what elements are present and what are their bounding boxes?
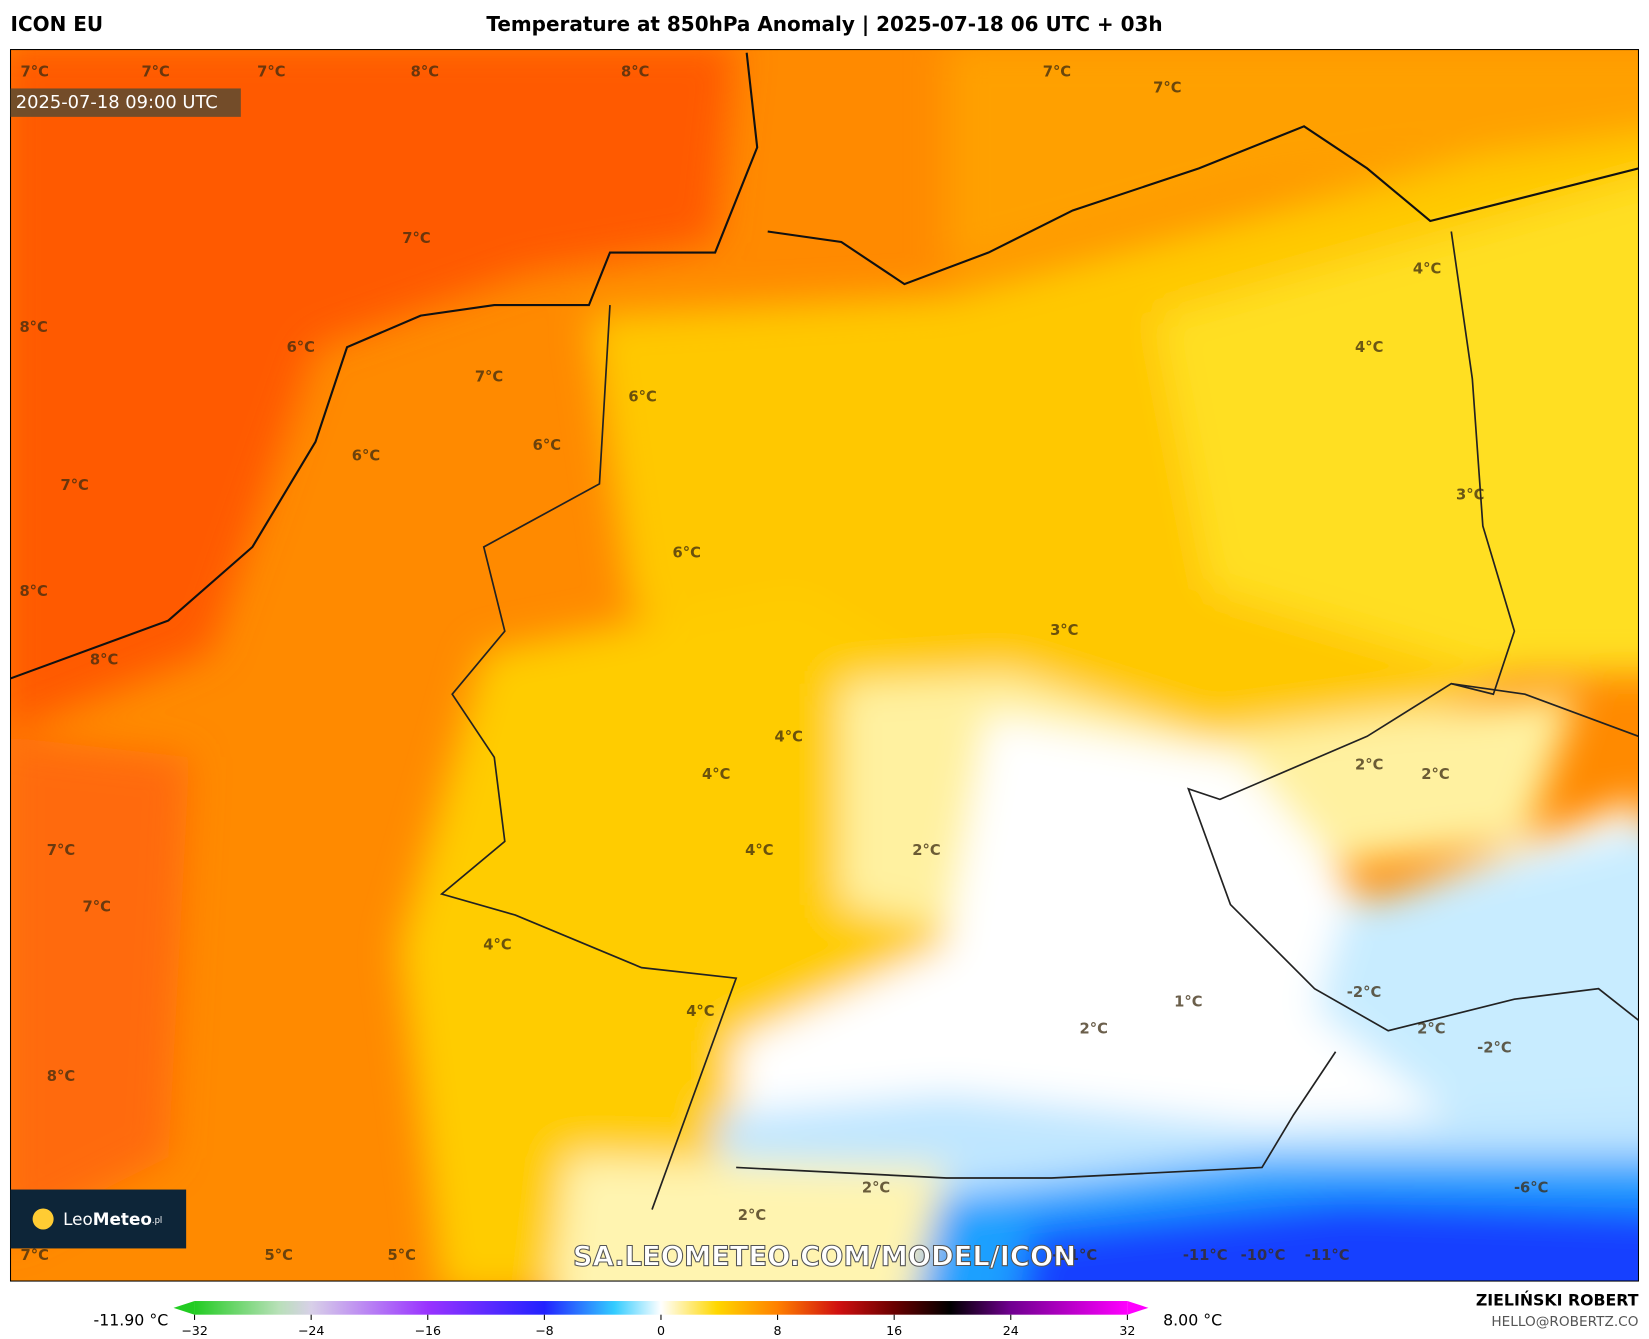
author: ZIELIŃSKI ROBERT (1476, 1291, 1639, 1310)
temperature-label: 6°C (628, 389, 656, 406)
temperature-label: 7°C (60, 477, 88, 494)
coastline (10, 52, 1639, 680)
temperature-label: 1°C (1174, 993, 1202, 1010)
temperature-label: 7°C (1153, 79, 1181, 96)
temperature-label: 4°C (1413, 260, 1441, 277)
temperature-label: -11°C (1052, 1247, 1097, 1264)
map-title: Temperature at 850hPa Anomaly | 2025-07-… (486, 12, 1162, 36)
temperature-label: 2°C (862, 1179, 890, 1196)
colorbar-arrow-max (1127, 1301, 1149, 1315)
temperature-label: 4°C (686, 1003, 714, 1020)
borders (439, 231, 1639, 1210)
temperature-label: 8°C (19, 583, 47, 600)
timestamp-box (10, 88, 241, 117)
temperature-label: 4°C (775, 728, 803, 745)
temperature-label: 7°C (1043, 64, 1071, 81)
colorbar-tick-label: 0 (657, 1323, 665, 1338)
colorbar: −32 −24 −16 −8 0 8 16 24 32 (173, 1301, 1149, 1338)
colorbar-tick-label: −8 (535, 1323, 554, 1338)
temperature-label: 3°C (1050, 622, 1078, 639)
temperature-label: -11°C (1305, 1247, 1350, 1264)
temperature-label: 7°C (21, 64, 49, 81)
temperature-label: 8°C (47, 1068, 75, 1085)
temperature-label: 7°C (141, 64, 169, 81)
colorbar-tick-label: 24 (1003, 1323, 1019, 1338)
colorbar-tick-label: 16 (886, 1323, 902, 1338)
temperature-label: 3°C (1456, 486, 1484, 503)
temperature-label: 7°C (47, 842, 75, 859)
colorbar-tick-label: −16 (414, 1323, 441, 1338)
colorbar-tick-label: −24 (298, 1323, 325, 1338)
temperature-label: -6°C (1514, 1179, 1549, 1196)
logo-sun (32, 1208, 54, 1230)
temperature-label: 5°C (388, 1247, 416, 1264)
contact: HELLO@ROBERTZ.CO (1491, 1314, 1638, 1330)
temperature-label: 8°C (19, 319, 47, 336)
temperature-label: 8°C (90, 652, 118, 669)
temperature-label: 8°C (411, 64, 439, 81)
logo: LeoMeteo.pl (10, 1189, 187, 1249)
temperature-label: 4°C (745, 842, 773, 859)
temperature-label: 5°C (264, 1247, 292, 1264)
map-frame (9, 49, 1640, 1282)
temperature-label: 4°C (1355, 339, 1383, 356)
temperature-label: 7°C (257, 64, 285, 81)
colorbar-tick-label: −32 (181, 1323, 208, 1338)
temperature-label: 7°C (402, 230, 430, 247)
temperature-label: -10°C (1241, 1247, 1286, 1264)
colorbar-min-label: -11.90 °C (94, 1311, 169, 1330)
temperature-label: 6°C (352, 448, 380, 465)
colorbar-bar (194, 1301, 1128, 1315)
timestamp: 2025-07-18 09:00 UTC (16, 92, 218, 113)
temperature-label: 4°C (702, 766, 730, 783)
colorbar-arrow-min (173, 1301, 195, 1315)
temperature-label: -2°C (1347, 984, 1382, 1001)
temperature-label: 2°C (912, 842, 940, 859)
temperature-label: 2°C (1355, 757, 1383, 774)
temperature-label: 2°C (1421, 766, 1449, 783)
temperature-label: 2°C (738, 1207, 766, 1224)
temperature-field (10, 49, 1639, 1282)
temperature-label: 7°C (83, 899, 111, 916)
watermark: SA.LEOMETEO.COM/MODEL/ICON (573, 1241, 1076, 1272)
temperature-label: 6°C (533, 437, 561, 454)
temperature-label: -2°C (1477, 1040, 1512, 1057)
temperature-label: 7°C (21, 1247, 49, 1264)
map: 7°C 7°C 7°C 8°C 8°C 7°C 7°C 7°C 8°C 6°C 7°C 6°C 6°C 6… (10, 49, 1639, 1282)
temperature-label: -11°C (1183, 1247, 1228, 1264)
temperature-label: 2°C (1417, 1021, 1445, 1038)
colorbar-tick-label: 32 (1119, 1323, 1135, 1338)
map-labels: 7°C 7°C 7°C 8°C 8°C 7°C 7°C 7°C 8°C 6°C 7°C 6°C 6°C 6… (19, 64, 1548, 1264)
temperature-label: 7°C (475, 369, 503, 386)
temperature-label: 8°C (621, 64, 649, 81)
colorbar-tick-label: 8 (774, 1323, 782, 1338)
temperature-label: 2°C (1080, 1021, 1108, 1038)
logo-text: LeoMeteo.pl (63, 1209, 162, 1229)
temperature-label: 6°C (673, 544, 701, 561)
model-name: ICON EU (11, 12, 104, 36)
temperature-label: 4°C (483, 937, 511, 954)
temperature-label: 6°C (287, 339, 315, 356)
colorbar-max-label: 8.00 °C (1163, 1311, 1222, 1330)
